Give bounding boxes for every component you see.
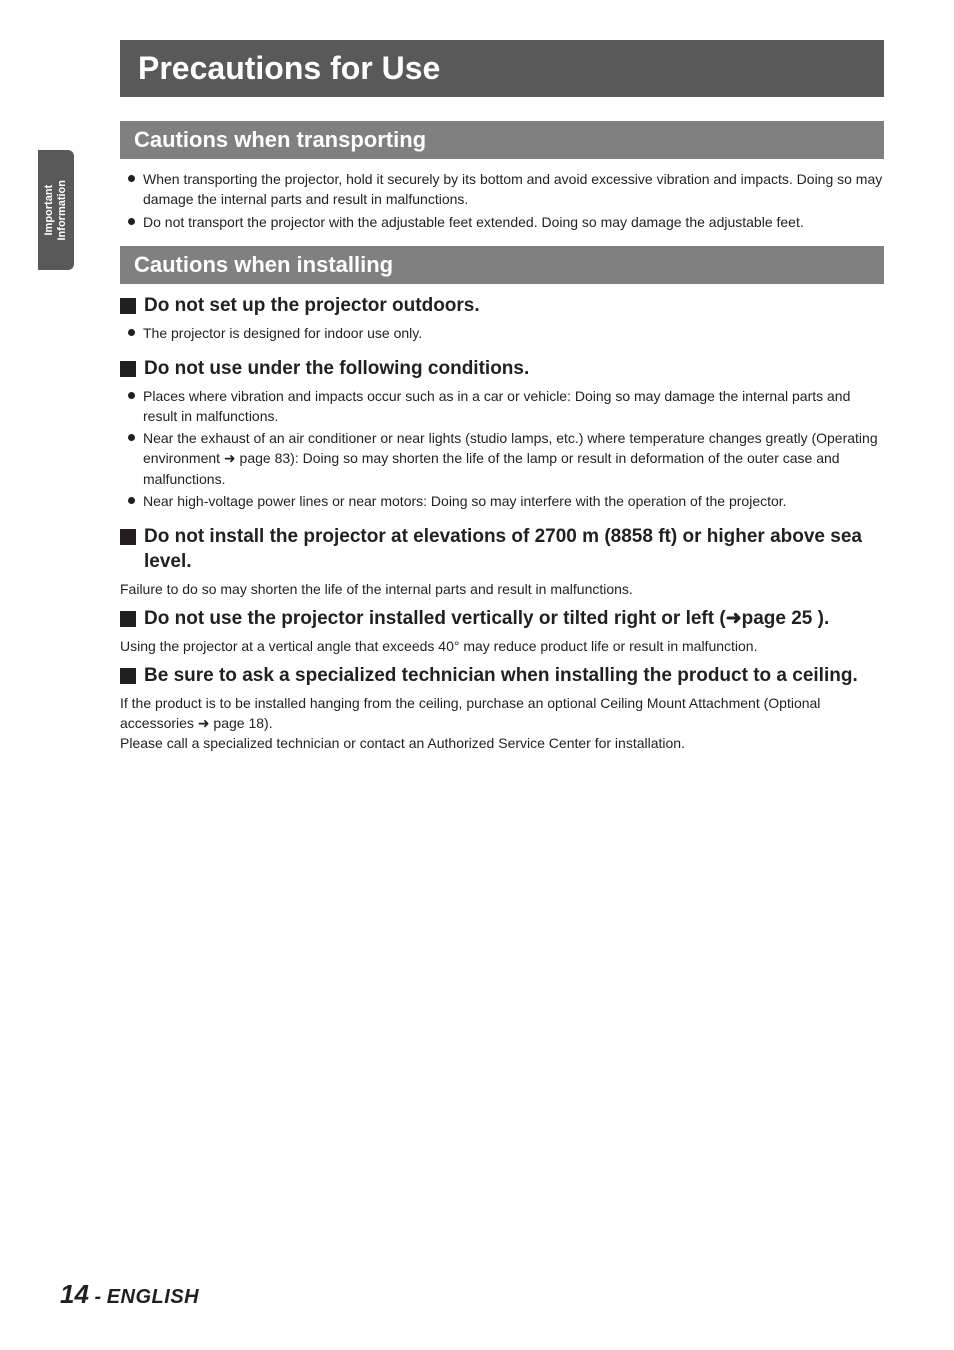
content-area: Precautions for Use Cautions when transp… xyxy=(120,40,884,754)
square-icon xyxy=(120,611,136,627)
sub-bullets: The projector is designed for indoor use… xyxy=(128,323,884,343)
page-number: 14 xyxy=(60,1279,89,1309)
side-tab-line1: Important xyxy=(43,185,55,236)
page-title: Precautions for Use xyxy=(120,40,884,97)
bullet-text: Do not transport the projector with the … xyxy=(143,212,804,232)
list-item: When transporting the projector, hold it… xyxy=(128,169,884,210)
sub-paragraph: Using the projector at a vertical angle … xyxy=(120,636,884,656)
bullet-icon xyxy=(128,434,135,441)
bullet-text: The projector is designed for indoor use… xyxy=(143,323,422,343)
sub-heading: Be sure to ask a specialized technician … xyxy=(120,664,884,689)
bullet-icon xyxy=(128,497,135,504)
footer-separator: - xyxy=(89,1286,107,1308)
page-footer: 14 - ENGLISH xyxy=(60,1279,199,1310)
bullet-icon xyxy=(128,329,135,336)
bullet-text: When transporting the projector, hold it… xyxy=(143,169,884,210)
section-heading-transporting: Cautions when transporting xyxy=(120,121,884,159)
list-item: Do not transport the projector with the … xyxy=(128,212,884,232)
sub-bullets: Places where vibration and impacts occur… xyxy=(128,386,884,512)
sub-heading: Do not use under the following condition… xyxy=(120,357,884,382)
sub-paragraph: If the product is to be installed hangin… xyxy=(120,693,884,754)
footer-language: ENGLISH xyxy=(107,1286,199,1308)
sub-paragraph: Failure to do so may shorten the life of… xyxy=(120,579,884,599)
bullet-text: Near high-voltage power lines or near mo… xyxy=(143,491,787,511)
square-icon xyxy=(120,668,136,684)
side-tab-label: Important Information xyxy=(43,180,69,241)
transporting-bullets: When transporting the projector, hold it… xyxy=(128,169,884,232)
section-heading-installing: Cautions when installing xyxy=(120,246,884,284)
bullet-icon xyxy=(128,392,135,399)
sub-heading-text: Do not use under the following condition… xyxy=(144,357,529,382)
sub-heading-text: Be sure to ask a specialized technician … xyxy=(144,664,858,689)
bullet-icon xyxy=(128,175,135,182)
sub-heading-text: Do not set up the projector outdoors. xyxy=(144,294,480,319)
list-item: The projector is designed for indoor use… xyxy=(128,323,884,343)
bullet-text: Places where vibration and impacts occur… xyxy=(143,386,884,427)
square-icon xyxy=(120,298,136,314)
sub-heading: Do not install the projector at elevatio… xyxy=(120,525,884,574)
list-item: Places where vibration and impacts occur… xyxy=(128,386,884,427)
square-icon xyxy=(120,529,136,545)
side-tab-line2: Information xyxy=(56,180,68,241)
side-tab: Important Information xyxy=(38,150,74,270)
list-item: Near the exhaust of an air conditioner o… xyxy=(128,428,884,489)
sub-heading-text: Do not install the projector at elevatio… xyxy=(144,525,884,574)
bullet-text: Near the exhaust of an air conditioner o… xyxy=(143,428,884,489)
square-icon xyxy=(120,361,136,377)
sub-heading-text: Do not use the projector installed verti… xyxy=(144,607,829,632)
list-item: Near high-voltage power lines or near mo… xyxy=(128,491,884,511)
sub-heading: Do not set up the projector outdoors. xyxy=(120,294,884,319)
sub-heading: Do not use the projector installed verti… xyxy=(120,607,884,632)
bullet-icon xyxy=(128,218,135,225)
